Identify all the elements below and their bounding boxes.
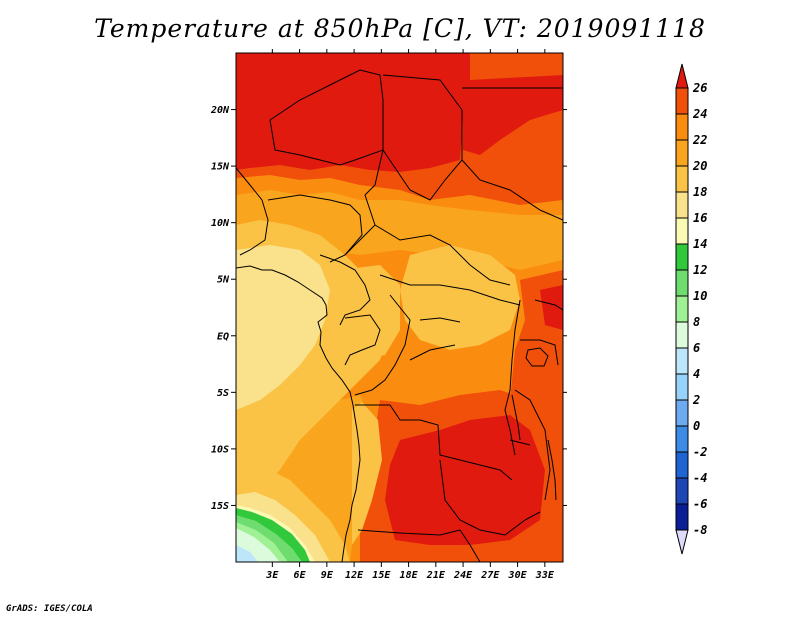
y-tick-label: 10N (211, 218, 230, 229)
band-east-26 (540, 285, 563, 330)
lake-tanganyika (511, 394, 521, 441)
colorbar-segment (675, 399, 689, 427)
x-tick-label: 30E (508, 570, 528, 581)
lake-malawi (547, 439, 557, 501)
colorbar-segment (675, 113, 689, 141)
border-sahara-2 (382, 74, 463, 201)
colorbar-segment (675, 451, 689, 479)
border-congo-drc (354, 294, 411, 396)
x-tick-label: 21E (426, 570, 446, 581)
colorbar-segment (675, 503, 689, 531)
colorbar-segment (675, 87, 689, 115)
x-tick-label: 3E (265, 570, 279, 581)
colorbar-label: 22 (692, 133, 707, 147)
x-tick-label: 9E (321, 570, 334, 581)
colorbar-label: 4 (693, 367, 700, 381)
border-east-africa (534, 299, 563, 311)
colorbar-label: 6 (693, 341, 700, 355)
colorbar-label: 16 (693, 211, 707, 225)
y-tick-label: EQ (217, 331, 229, 342)
border-drc-angola (355, 404, 513, 481)
map-frame (235, 52, 564, 563)
colorbar-label: -4 (693, 471, 707, 485)
border-central (374, 224, 511, 286)
band-namib-coast (352, 402, 382, 545)
colorbar-segment (675, 139, 689, 167)
y-tick-label: 5S (217, 388, 229, 399)
country-borders (236, 69, 563, 562)
border-car-drc (379, 274, 521, 306)
colorbar-segment (675, 191, 689, 219)
band-north-26 (236, 53, 480, 172)
y-tick-label: 15S (211, 501, 229, 512)
colorbar-segment (675, 477, 689, 505)
colorbar-segment (675, 321, 689, 349)
x-tick-label: 15E (372, 570, 391, 581)
border-west-coast-north (236, 167, 269, 256)
y-tick-label: 10S (211, 444, 229, 455)
band-center-west-18 (340, 265, 400, 360)
grads-credit: GrADS: IGES/COLA (6, 604, 93, 614)
colorbar-segment (675, 295, 689, 323)
x-tick-label: 33E (535, 570, 555, 581)
colorbar-segment (675, 347, 689, 375)
x-tick-label: 24E (453, 570, 473, 581)
rivers-congo (409, 317, 531, 446)
border-chad-car (344, 149, 384, 256)
colorbar-segment (675, 269, 689, 297)
colorbar-label: 20 (692, 159, 707, 173)
colorbar-label: 26 (692, 81, 707, 95)
colorbar-label: 12 (693, 263, 707, 277)
colorbar-label: -2 (693, 445, 707, 459)
border-uganda (520, 339, 559, 366)
colorbar-label: 24 (692, 107, 707, 121)
x-tick-label: 12E (345, 570, 364, 581)
border-sudan (461, 159, 563, 221)
border-tanzania (514, 389, 551, 501)
colorbar-segment (675, 165, 689, 193)
band-sw-4 (236, 545, 258, 562)
colorbar-label: 0 (693, 419, 700, 433)
border-drc-east (504, 299, 521, 456)
coastline-west (236, 265, 361, 562)
colorbar-segment (675, 373, 689, 401)
x-axis: 3E 6E 9E 12E 15E 18E 21E 24E 27E 30E 33E (265, 49, 555, 581)
border-botswana (459, 529, 481, 562)
x-tick-label: 6E (294, 570, 307, 581)
border-zambia (439, 459, 541, 536)
colorbar-label: -8 (693, 523, 707, 537)
band-south-26 (385, 415, 545, 545)
colorbar-label: 14 (693, 237, 707, 251)
colorbar-label: 8 (693, 315, 700, 329)
colorbar-top-triangle (675, 63, 689, 89)
border-angola-namibia (357, 529, 461, 536)
y-tick-label: 20N (210, 105, 230, 116)
colorbar-label: 2 (692, 393, 700, 407)
colorbar-segment (675, 425, 689, 453)
lake-victoria (525, 347, 549, 367)
x-tick-label: 18E (400, 570, 419, 581)
colorbar-segment (675, 217, 689, 245)
map-title: Temperature at 850hPa [C], VT: 201909111… (94, 14, 706, 43)
band-west-16 (236, 245, 330, 410)
x-tick-label: 27E (480, 570, 500, 581)
colorbar-bottom-triangle (675, 529, 689, 555)
border-sahara-1 (269, 69, 384, 166)
y-axis: 20N 15N 10N 5N EQ 5S 10S 15S (210, 105, 567, 512)
border-cameroon (319, 254, 371, 326)
border-nigeria (267, 194, 363, 263)
border-gabon-congo (344, 314, 381, 366)
colorbar-label: 18 (693, 185, 707, 199)
colorbar-segment (675, 243, 689, 271)
y-tick-label: 5N (217, 275, 230, 286)
y-tick-label: 15N (211, 162, 230, 173)
colorbar-label: 10 (693, 289, 707, 303)
band-northeast-26 (463, 75, 563, 155)
band-sahel-20 (236, 190, 563, 270)
colorbar-label: -6 (693, 497, 707, 511)
band-central-18 (400, 245, 520, 350)
